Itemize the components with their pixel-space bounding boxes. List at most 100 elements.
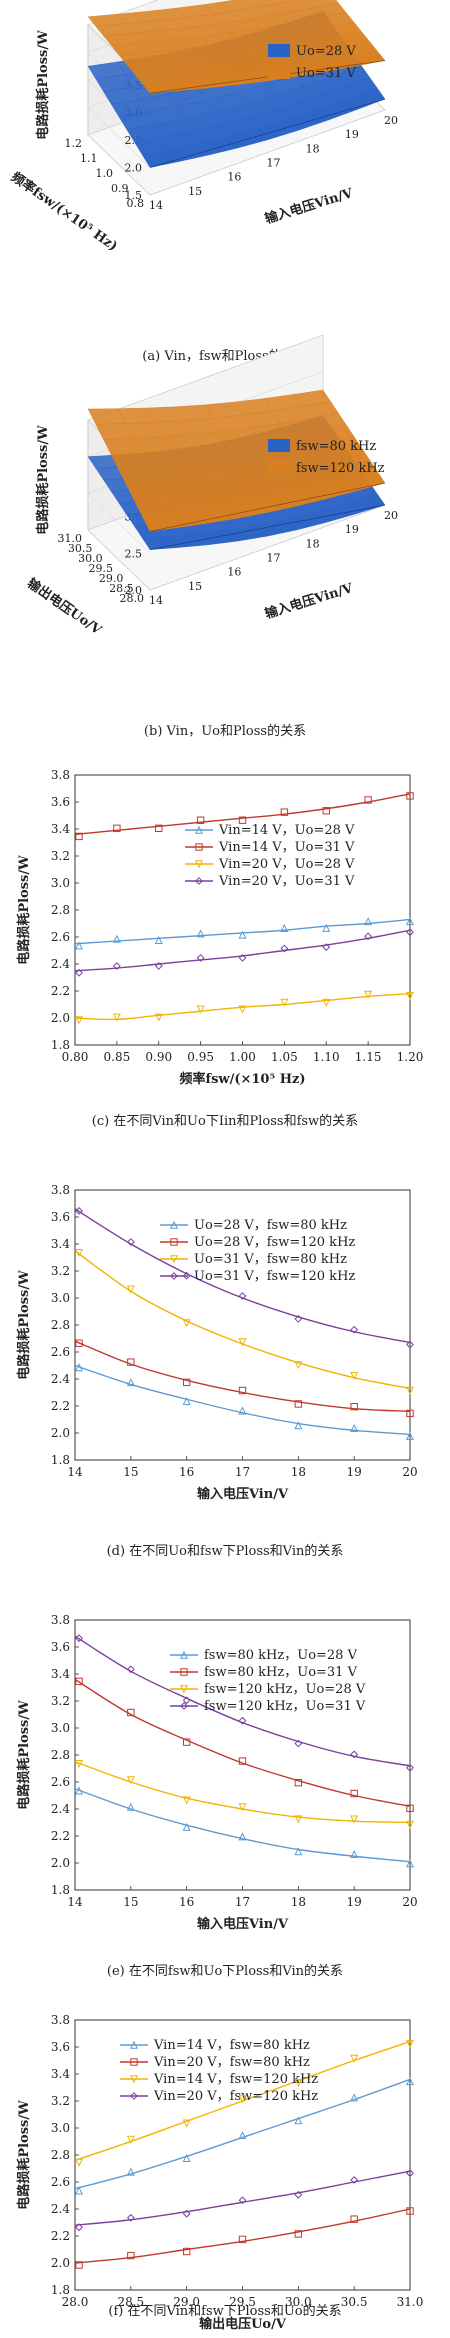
x-tick-label: 28.5 xyxy=(117,2295,144,2309)
data-point xyxy=(294,1361,303,1370)
panel-caption: (e) 在不同fsw和Uo下Ploss和Vin的关系 xyxy=(107,1963,343,1979)
y-tick-label: 2.4 xyxy=(51,957,70,971)
y-tick-label: 1.0 xyxy=(96,167,114,180)
y-tick-label: 2.8 xyxy=(51,2148,70,2162)
legend-label: Vin=14 V，Uo=31 V xyxy=(218,840,355,855)
y-tick-label: 3.2 xyxy=(51,1264,70,1278)
legend-label: Vin=20 V，Uo=28 V xyxy=(218,857,355,872)
data-point xyxy=(182,2119,191,2128)
x-tick-label: 18 xyxy=(291,1465,306,1479)
series-line xyxy=(74,2078,411,2190)
data-point xyxy=(196,816,205,824)
data-point xyxy=(182,2209,191,2218)
data-point xyxy=(405,1820,415,1829)
data-point xyxy=(74,1249,84,1258)
x-tick-label: 17 xyxy=(267,552,281,565)
y-tick-label: 3.0 xyxy=(51,2121,70,2135)
legend-marker xyxy=(180,1668,188,1676)
data-point xyxy=(322,923,331,932)
y-tick-label: 2.4 xyxy=(51,2202,70,2216)
x-axis-label: 输入电压Vin/V xyxy=(197,1916,289,1932)
x-axis-label: 输入电压Vin/V xyxy=(263,185,356,227)
data-point xyxy=(126,2167,135,2176)
data-point xyxy=(126,1802,135,1811)
y-tick-label: 0.8 xyxy=(127,197,145,210)
legend-marker xyxy=(179,1685,189,1694)
data-point xyxy=(196,954,205,962)
data-point xyxy=(406,1340,414,1349)
data-point xyxy=(238,2196,247,2205)
data-point xyxy=(280,923,289,932)
y-tick-label: 3.8 xyxy=(51,1183,70,1197)
y-tick-label: 2.4 xyxy=(51,1372,70,1386)
x-tick-label: 20 xyxy=(402,1895,417,1909)
legend-label: Uo=31 V，fsw=120 kHz xyxy=(194,1269,355,1284)
data-point xyxy=(127,2251,135,2260)
y-tick-label: 1.8 xyxy=(51,1038,70,1052)
series-line xyxy=(74,1635,411,1767)
x-tick-label: 1.15 xyxy=(355,1050,382,1064)
data-point xyxy=(238,930,247,939)
y-tick-label: 2.0 xyxy=(51,1011,70,1025)
data-point xyxy=(126,2213,135,2222)
data-point xyxy=(294,2190,303,2199)
data-point xyxy=(75,1634,83,1643)
data-point xyxy=(350,2093,359,2102)
data-point xyxy=(75,968,83,977)
y-tick-label: 3.6 xyxy=(51,1640,70,1654)
y-tick-label: 3.8 xyxy=(51,1613,70,1627)
z-grid-line xyxy=(87,529,151,591)
panel-caption: (b) Vin，Uo和Ploss的关系 xyxy=(144,723,306,739)
x-tick-label: 30.5 xyxy=(341,2295,368,2309)
legend-label: Uo=28 V，fsw=80 kHz xyxy=(194,1218,347,1233)
y-tick-label: 1.8 xyxy=(51,2283,70,2297)
data-point xyxy=(294,1400,303,1408)
data-point xyxy=(405,2039,415,2048)
legend-marker xyxy=(130,2092,138,2100)
data-point xyxy=(350,1815,359,1824)
surface-edge xyxy=(149,98,386,168)
data-point xyxy=(75,1339,83,1347)
data-point xyxy=(350,1325,359,1334)
series-line xyxy=(74,1678,411,1807)
x-tick-label: 1.00 xyxy=(229,1050,256,1064)
data-point xyxy=(238,1757,247,1765)
data-point xyxy=(322,943,331,952)
data-point xyxy=(350,1750,359,1759)
data-point xyxy=(75,1206,83,1215)
legend-marker xyxy=(169,1220,179,1229)
z-grid-line xyxy=(87,334,324,421)
z-axis-label: 电路损耗Ploss/W xyxy=(35,425,51,535)
y-tick-label: 2.8 xyxy=(51,1748,70,1762)
y-tick-label: 2.6 xyxy=(51,1775,70,1789)
x-tick-label: 14 xyxy=(149,199,163,212)
x-tick-label: 20 xyxy=(384,114,398,127)
x-tick-label: 1.05 xyxy=(271,1050,298,1064)
panel-caption: (f) 在不同Vin和fsw下Ploss和Uo的关系 xyxy=(108,2303,341,2319)
data-point xyxy=(126,1378,135,1387)
x-tick-label: 19 xyxy=(347,1895,362,1909)
y-tick-label: 1.2 xyxy=(65,137,83,150)
data-point xyxy=(74,1786,84,1795)
y-tick-label: 3.8 xyxy=(51,2013,70,2027)
x-tick-label: 20 xyxy=(384,509,398,522)
data-point xyxy=(364,917,373,926)
surface-edge xyxy=(149,482,386,532)
x-tick-label: 15 xyxy=(123,1465,138,1479)
legend-swatch xyxy=(268,66,290,79)
data-point xyxy=(74,941,84,950)
data-point xyxy=(127,1708,135,1717)
y-tick-label: 2.0 xyxy=(51,1426,70,1440)
y-tick-label: 31.0 xyxy=(58,532,83,545)
x-tick-label: 19 xyxy=(345,523,359,536)
y-tick-label: 3.4 xyxy=(51,2067,70,2081)
y-axis-label: 电路损耗Ploss/W xyxy=(16,1700,32,1810)
data-point xyxy=(364,932,373,941)
data-point xyxy=(294,1778,303,1787)
x-tick-label: 17 xyxy=(235,1465,250,1479)
data-point xyxy=(350,2054,359,2063)
legend-swatch xyxy=(268,439,290,452)
legend-marker xyxy=(179,1650,189,1659)
data-point xyxy=(75,2261,83,2269)
y-tick-label: 3.6 xyxy=(51,2040,70,2054)
